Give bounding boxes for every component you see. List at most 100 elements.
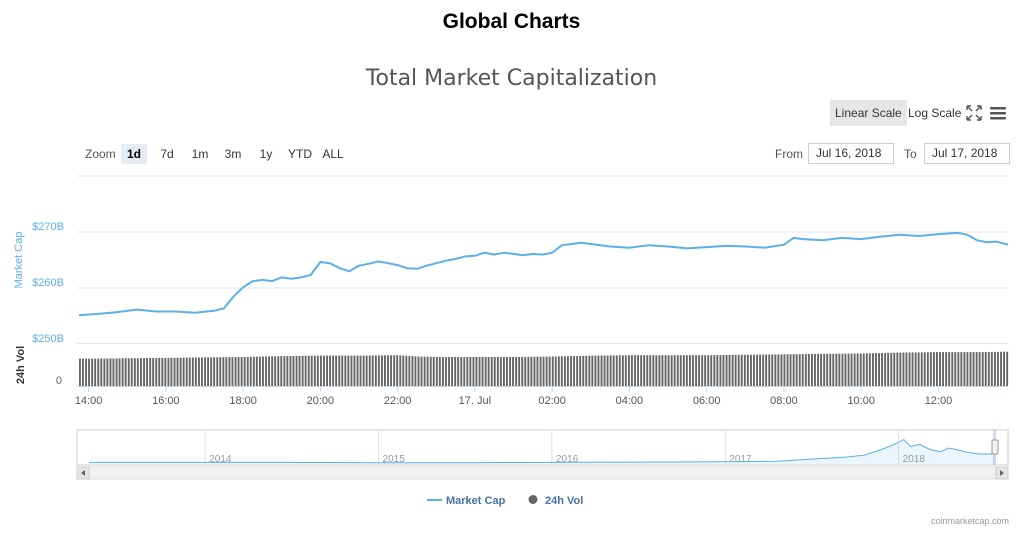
volume-bar bbox=[923, 352, 926, 386]
volume-bar bbox=[292, 356, 295, 386]
volume-bar bbox=[707, 355, 710, 386]
navigator-scrollbar-track[interactable] bbox=[76, 466, 1009, 480]
volume-bar bbox=[310, 355, 313, 386]
volume-bar bbox=[515, 356, 518, 386]
volume-bar bbox=[701, 355, 704, 386]
to-label: To bbox=[904, 147, 917, 161]
volume-bar bbox=[917, 352, 920, 386]
volume-bar bbox=[746, 354, 749, 386]
volume-bar bbox=[957, 352, 960, 386]
volume-bar bbox=[335, 355, 338, 386]
volume-bar bbox=[759, 354, 761, 386]
volume-bar bbox=[118, 358, 121, 386]
volume-bar bbox=[868, 353, 871, 386]
volume-bar bbox=[899, 352, 902, 386]
y-tick-250b: $250B bbox=[32, 333, 64, 345]
volume-bar bbox=[795, 354, 798, 386]
volume-bar bbox=[628, 355, 630, 386]
volume-bar bbox=[280, 356, 283, 386]
from-date-input[interactable]: Jul 16, 2018 bbox=[808, 143, 894, 164]
volume-bar bbox=[277, 356, 280, 386]
volume-bar bbox=[829, 353, 832, 386]
legend-volume-label[interactable]: 24h Vol bbox=[545, 495, 583, 507]
volume-bar bbox=[594, 355, 597, 386]
zoom-1y-button[interactable]: 1y bbox=[259, 147, 273, 161]
volume-bar bbox=[518, 356, 521, 386]
volume-bar bbox=[966, 352, 969, 386]
volume-bar bbox=[316, 355, 319, 386]
volume-bar bbox=[338, 355, 341, 386]
zoom-ytd-button[interactable]: YTD bbox=[288, 147, 312, 161]
volume-bar bbox=[341, 355, 344, 386]
credit-link[interactable]: coinmarketcap.com bbox=[930, 516, 1009, 526]
volume-bar bbox=[740, 354, 743, 386]
volume-bar bbox=[405, 355, 408, 386]
volume-bar bbox=[179, 357, 182, 386]
volume-bar bbox=[615, 355, 618, 386]
volume-bar bbox=[545, 356, 548, 386]
volume-bar bbox=[344, 355, 347, 386]
volume-bar bbox=[768, 354, 771, 386]
volume-bar bbox=[551, 356, 554, 386]
volume-bar bbox=[652, 355, 655, 386]
volume-bar bbox=[185, 357, 188, 386]
volume-bar bbox=[94, 358, 97, 386]
scroll-right-arrow-icon bbox=[1000, 470, 1004, 476]
volume-bar bbox=[136, 358, 139, 386]
volume-bar bbox=[783, 354, 786, 386]
volume-bar bbox=[582, 355, 585, 386]
volume-bar bbox=[121, 358, 124, 386]
to-date-input[interactable]: Jul 17, 2018 bbox=[924, 143, 1010, 164]
hamburger-menu-icon[interactable] bbox=[989, 104, 1007, 122]
volume-bar bbox=[307, 355, 310, 386]
linear-scale-button[interactable]: Linear Scale bbox=[830, 100, 907, 126]
volume-bar bbox=[79, 358, 81, 386]
volume-bar bbox=[417, 356, 420, 386]
volume-bar bbox=[807, 354, 810, 386]
volume-bar bbox=[804, 354, 807, 386]
zoom-7d-button[interactable]: 7d bbox=[160, 147, 174, 161]
volume-bar bbox=[649, 355, 652, 386]
volume-bar bbox=[432, 356, 435, 386]
volume-bar bbox=[393, 355, 396, 386]
volume-bar bbox=[246, 356, 249, 386]
volume-bar bbox=[252, 356, 255, 386]
legend-market-cap-label[interactable]: Market Cap bbox=[446, 495, 506, 507]
volume-bar bbox=[506, 357, 508, 386]
zoom-1m-button[interactable]: 1m bbox=[191, 147, 209, 161]
volume-bar bbox=[780, 354, 783, 386]
volume-bar bbox=[618, 355, 621, 386]
volume-bar bbox=[237, 357, 240, 386]
volume-bar bbox=[313, 355, 316, 386]
volume-bar bbox=[210, 357, 213, 386]
volume-bar bbox=[289, 356, 292, 386]
volume-bar bbox=[173, 357, 176, 386]
volume-bar bbox=[249, 356, 252, 386]
volume-bar bbox=[884, 352, 887, 386]
x-tick-label: 04:00 bbox=[616, 395, 644, 407]
navigator-handle[interactable] bbox=[991, 439, 999, 455]
volume-bar bbox=[216, 357, 219, 386]
log-scale-button[interactable]: Log Scale bbox=[908, 106, 962, 120]
volume-bar bbox=[865, 353, 868, 386]
volume-bar bbox=[124, 358, 127, 386]
volume-bar bbox=[872, 353, 874, 386]
from-label: From bbox=[775, 147, 803, 161]
volume-bar bbox=[194, 357, 197, 386]
x-tick-label: 18:00 bbox=[229, 395, 257, 407]
volume-tick-zero: 0 bbox=[56, 375, 62, 387]
zoom-1d-button[interactable]: 1d bbox=[121, 144, 147, 164]
volume-bar bbox=[347, 355, 350, 386]
volume-bar bbox=[975, 352, 978, 386]
volume-bar bbox=[731, 354, 734, 386]
volume-bar bbox=[109, 358, 112, 386]
zoom-3m-button[interactable]: 3m bbox=[224, 147, 242, 161]
fullscreen-icon[interactable] bbox=[965, 104, 983, 122]
volume-bar bbox=[835, 353, 838, 386]
volume-bar bbox=[905, 352, 908, 386]
navigator-frame bbox=[76, 429, 1009, 466]
volume-bar bbox=[676, 355, 679, 386]
zoom-all-button[interactable]: ALL bbox=[322, 147, 344, 161]
volume-bar bbox=[612, 355, 615, 386]
volume-bar bbox=[695, 355, 697, 386]
